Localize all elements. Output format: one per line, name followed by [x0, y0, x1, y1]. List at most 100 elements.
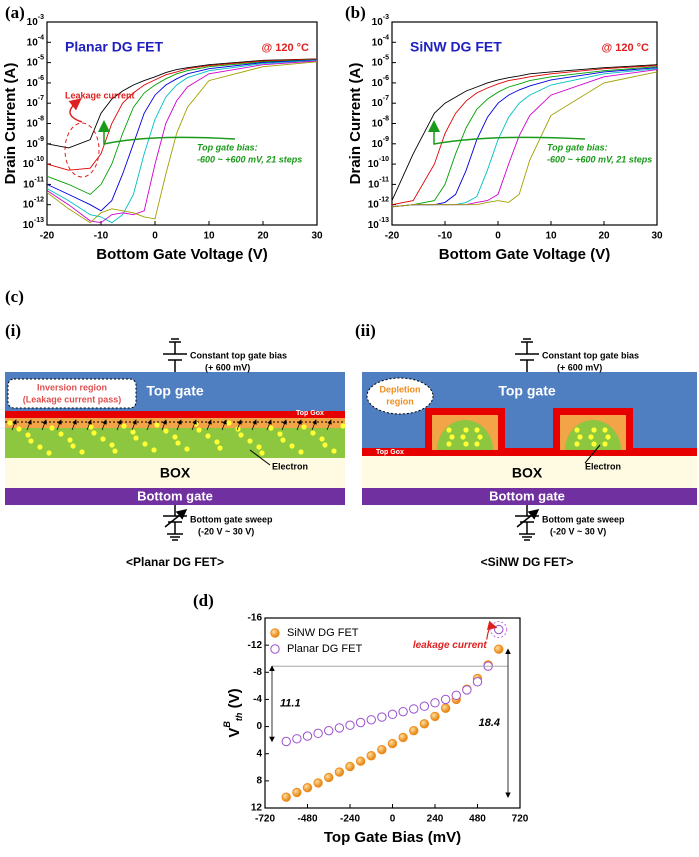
y-axis-label: VBth (V) [222, 688, 244, 737]
electron [70, 443, 76, 449]
x-tick-label: 0 [152, 231, 158, 242]
y-tick-label: 10-7 [372, 95, 389, 109]
legend-label: SiNW DG FET [287, 627, 359, 639]
sub-label: (ii) [355, 321, 376, 340]
x-tick-label: -10 [94, 231, 109, 242]
electron [88, 424, 94, 430]
y-axis-label: Drain Current (A) [2, 63, 19, 185]
label: Bottom gate sweep [542, 514, 625, 524]
label: (Leakage current pass) [23, 394, 122, 404]
electron [449, 434, 455, 440]
x-tick-label: 30 [651, 231, 663, 242]
annotation: leakage current [413, 640, 488, 651]
x-tick-label: 480 [469, 814, 486, 825]
field-arrow [236, 419, 242, 431]
curve [46, 58, 318, 171]
x-tick-label: 0 [495, 231, 501, 242]
y-tick-label: 10-9 [372, 136, 389, 150]
curve [46, 61, 318, 224]
electrons [446, 427, 611, 447]
curve [391, 71, 658, 208]
label: BOX [512, 465, 543, 481]
battery-bottom [163, 505, 188, 541]
electron [463, 427, 469, 433]
electron [340, 423, 346, 429]
point [313, 728, 323, 739]
annotation-arrow [98, 120, 236, 145]
label: BOX [160, 465, 191, 481]
point [430, 698, 440, 708]
callout [7, 378, 137, 409]
y-tick-label: 10-6 [372, 75, 389, 89]
electron [214, 439, 220, 445]
legend-marker [270, 644, 280, 654]
y-tick-label: 10-13 [368, 217, 389, 231]
point [355, 756, 366, 766]
y-tick-label: 10-8 [372, 115, 389, 129]
y-tick-label: 10-13 [23, 217, 44, 231]
electron [46, 450, 52, 456]
point [419, 719, 430, 729]
point [302, 782, 313, 793]
electron [310, 430, 316, 436]
point [377, 744, 387, 755]
point [281, 736, 291, 747]
battery-bottom [515, 505, 540, 541]
panel-label: (b) [345, 3, 366, 22]
point [494, 644, 504, 654]
electron [112, 448, 118, 454]
x-tick-label: 10 [203, 231, 215, 242]
point [292, 787, 302, 798]
x-axis-label: Bottom Gate Voltage (V) [96, 246, 267, 263]
inversion-layer [5, 418, 345, 428]
y-tick-label: 10-11 [23, 176, 44, 190]
point [334, 767, 345, 777]
point [345, 720, 355, 730]
field-arrow [206, 419, 212, 431]
electron [91, 430, 97, 436]
y-tick-label: -4 [253, 694, 262, 705]
curve [46, 59, 318, 212]
legend-label: Planar DG FET [287, 643, 362, 655]
y-tick-label: 10-11 [368, 176, 389, 190]
label: Bottom gate [137, 488, 213, 503]
y-label-part: th [234, 712, 244, 721]
bottom-gate [362, 488, 697, 505]
electron [16, 426, 22, 432]
field-arrow [221, 419, 227, 431]
y-tick-label: 10-4 [372, 34, 389, 48]
battery-top [163, 338, 187, 372]
electron [588, 434, 594, 440]
curve [391, 64, 658, 201]
chart-title: Planar DG FET [65, 39, 163, 55]
electron [319, 436, 325, 442]
electron [259, 450, 265, 456]
y-tick-label: 10-5 [27, 54, 44, 68]
x-tick-label: 20 [598, 231, 610, 242]
point [324, 772, 334, 783]
x-tick-label: -240 [340, 814, 360, 825]
point [440, 703, 451, 713]
annotation: -600 ~ +600 mV, 21 steps [197, 154, 302, 164]
electron [67, 437, 73, 443]
electron [298, 449, 304, 455]
electron [109, 442, 115, 448]
x-tick-label: 240 [427, 814, 444, 825]
curve [391, 67, 658, 208]
annotation: 18.4 [479, 717, 500, 729]
point [366, 715, 376, 725]
field-arrow [131, 419, 137, 431]
y-tick-label: 10-7 [27, 95, 44, 109]
annotation: Top gate bias: [547, 142, 608, 152]
curve [46, 59, 318, 195]
y-label-part: (V) [226, 688, 243, 712]
panel-label: (d) [193, 591, 214, 610]
electron [100, 436, 106, 442]
y-tick-label: 10-5 [372, 54, 389, 68]
annotation-arrow [68, 98, 83, 123]
field-arrow [86, 419, 92, 431]
point [387, 738, 398, 749]
electron [477, 434, 483, 440]
field-arrow [26, 419, 32, 431]
electron [121, 423, 127, 429]
